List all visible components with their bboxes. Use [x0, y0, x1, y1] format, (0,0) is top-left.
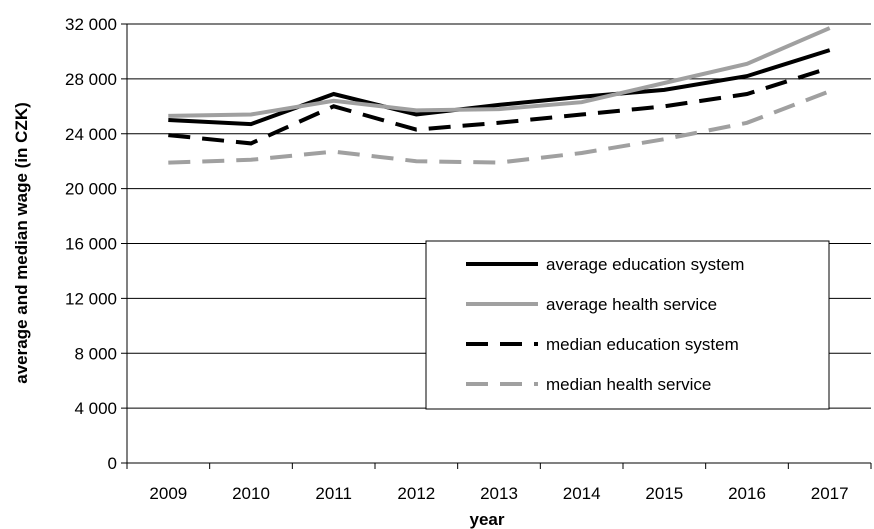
x-tick-label: 2009 [149, 484, 187, 503]
y-tick-label: 16 000 [65, 235, 117, 254]
x-axis-title: year [470, 510, 505, 529]
y-tick-label: 4 000 [74, 399, 117, 418]
x-tick-label: 2011 [315, 484, 352, 503]
series-line-1 [168, 48, 831, 127]
series-line-4 [168, 89, 831, 165]
y-tick-label: 32 000 [65, 15, 117, 34]
y-tick-label: 24 000 [65, 125, 117, 144]
y-tick-label: 28 000 [65, 70, 117, 89]
series-line-3 [168, 65, 831, 146]
y-tick-label: 8 000 [74, 344, 117, 363]
x-tick-label: 2015 [645, 484, 683, 503]
legend-label-4: median health service [546, 375, 711, 394]
x-tick-label: 2016 [728, 484, 766, 503]
series-lines [168, 26, 831, 165]
y-axis-title: average and median wage (in CZK) [12, 102, 31, 384]
x-tick-label: 2013 [480, 484, 518, 503]
x-tick-label: 2014 [563, 484, 601, 503]
legend-label-1: average education system [546, 255, 744, 274]
legend-label-3: median education system [546, 335, 739, 354]
x-tick-label: 2012 [397, 484, 435, 503]
legend-label-2: average health service [546, 295, 717, 314]
y-tick-label: 0 [108, 454, 117, 473]
y-tick-label: 12 000 [65, 289, 117, 308]
legend: average education system average health s… [425, 240, 830, 410]
x-tick-label: 2010 [232, 484, 270, 503]
legend-box [425, 240, 830, 410]
axes: 0 4 000 8 000 12 000 16 000 20 000 24 000 28 00… [65, 15, 872, 503]
series-line-2 [168, 26, 831, 118]
x-tick-label: 2017 [811, 484, 849, 503]
y-tick-label: 20 000 [65, 180, 117, 199]
